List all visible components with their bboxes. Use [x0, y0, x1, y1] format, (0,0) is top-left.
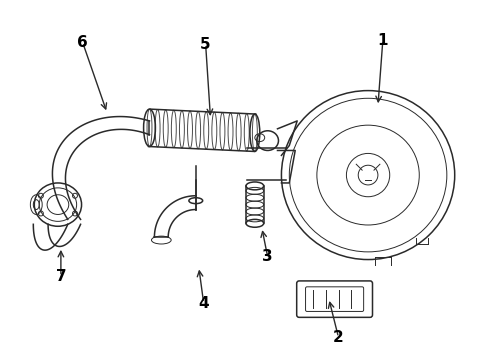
- Text: 2: 2: [333, 330, 344, 345]
- Text: 6: 6: [77, 35, 88, 50]
- Text: 5: 5: [200, 37, 211, 51]
- Text: 7: 7: [55, 269, 66, 284]
- Text: 1: 1: [378, 33, 388, 48]
- Text: 4: 4: [198, 296, 209, 311]
- Text: 3: 3: [262, 249, 273, 264]
